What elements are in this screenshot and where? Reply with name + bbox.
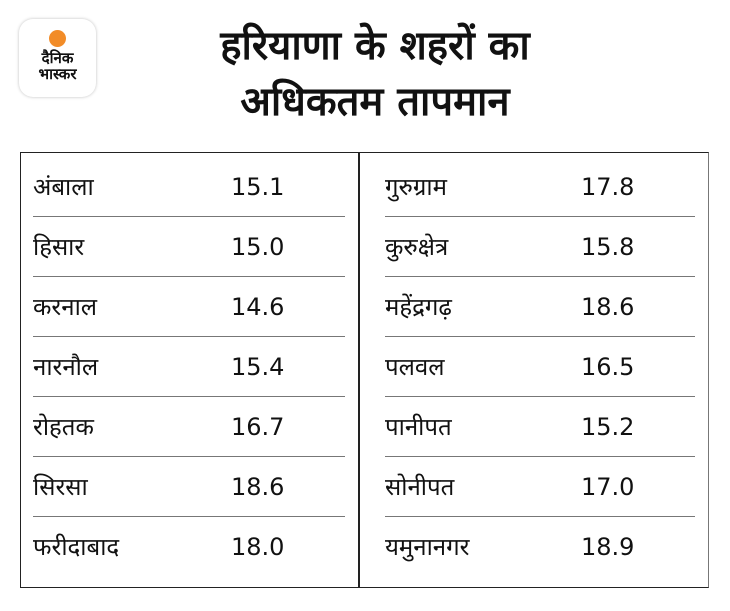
city-name: नारनौल: [33, 353, 99, 381]
table-row: गुरुग्राम 17.8: [385, 157, 695, 217]
max-temperature: 14.6: [231, 293, 285, 321]
title-line1: हरियाणा के शहरों का: [220, 23, 530, 69]
table-row: करनाल 14.6: [33, 277, 345, 337]
max-temperature: 15.2: [581, 413, 635, 441]
max-temperature: 18.6: [581, 293, 635, 321]
table-row: पलवल 16.5: [385, 337, 695, 397]
table-row: हिसार 15.0: [33, 217, 345, 277]
city-name: यमुनानगर: [385, 533, 470, 561]
table-row: अंबाला 15.1: [33, 157, 345, 217]
max-temperature: 18.6: [231, 473, 285, 501]
city-name: सोनीपत: [385, 473, 455, 501]
row-separator: [385, 275, 695, 277]
row-separator: [33, 515, 345, 517]
dainik-bhaskar-logo: दैनिक भास्कर: [19, 19, 96, 97]
table-row: फरीदाबाद 18.0: [33, 517, 345, 577]
city-name: सिरसा: [33, 473, 88, 501]
table-row: महेंद्रगढ़ 18.6: [385, 277, 695, 337]
max-temperature: 15.1: [231, 173, 285, 201]
row-separator: [33, 275, 345, 277]
table-row: सोनीपत 17.0: [385, 457, 695, 517]
max-temperature: 17.0: [581, 473, 635, 501]
row-separator: [33, 335, 345, 337]
max-temperature: 18.9: [581, 533, 635, 561]
title-line2: अधिकतम तापमान: [240, 79, 510, 125]
max-temperature: 17.8: [581, 173, 635, 201]
table-row: पानीपत 15.2: [385, 397, 695, 457]
logo-text: दैनिक भास्कर: [19, 50, 96, 82]
max-temperature: 18.0: [231, 533, 285, 561]
row-separator: [33, 215, 345, 217]
row-separator: [385, 335, 695, 337]
city-name: रोहतक: [33, 413, 94, 441]
logo-line1: दैनिक: [41, 49, 74, 67]
city-name: हिसार: [33, 233, 85, 261]
table-row: सिरसा 18.6: [33, 457, 345, 517]
table-row: यमुनानगर 18.9: [385, 517, 695, 577]
max-temperature: 15.4: [231, 353, 285, 381]
city-name: फरीदाबाद: [33, 533, 120, 561]
row-separator: [33, 455, 345, 457]
row-separator: [385, 515, 695, 517]
city-name: अंबाला: [33, 173, 94, 201]
table-row: रोहतक 16.7: [33, 397, 345, 457]
table-row: कुरुक्षेत्र 15.8: [385, 217, 695, 277]
city-name: पलवल: [385, 353, 445, 381]
temperature-table: अंबाला 15.1 हिसार 15.0 करनाल 14.6 नारनौल 15.4 रो…: [20, 152, 709, 588]
max-temperature: 15.0: [231, 233, 285, 261]
city-name: गुरुग्राम: [385, 173, 447, 201]
column-divider: [358, 153, 360, 587]
row-separator: [385, 455, 695, 457]
city-name: करनाल: [33, 293, 98, 321]
row-separator: [33, 395, 345, 397]
city-name: पानीपत: [385, 413, 452, 441]
logo-line2: भास्कर: [38, 65, 77, 83]
sun-icon: [49, 30, 66, 47]
table-row: नारनौल 15.4: [33, 337, 345, 397]
row-separator: [385, 395, 695, 397]
city-name: महेंद्रगढ़: [385, 293, 452, 321]
max-temperature: 16.5: [581, 353, 635, 381]
max-temperature: 16.7: [231, 413, 285, 441]
row-separator: [385, 215, 695, 217]
city-name: कुरुक्षेत्र: [385, 233, 449, 261]
page-title: हरियाणा के शहरों का अधिकतम तापमान: [140, 18, 610, 130]
max-temperature: 15.8: [581, 233, 635, 261]
